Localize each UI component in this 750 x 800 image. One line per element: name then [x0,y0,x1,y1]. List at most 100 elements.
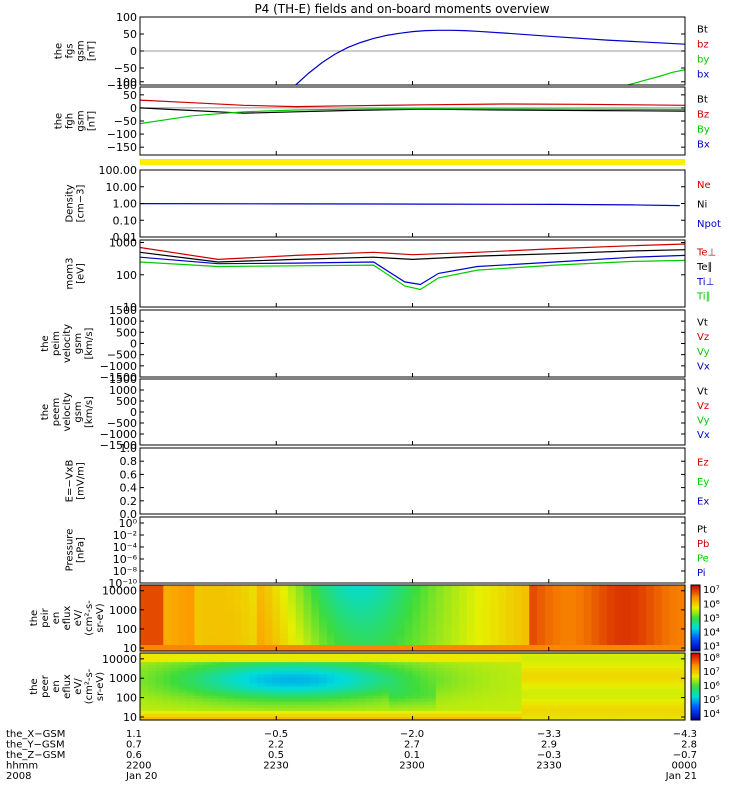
legend-label: Bt [697,25,708,36]
heatmap-cell [661,701,671,706]
heatmap-cell [350,618,359,622]
heatmap-cell [498,713,507,718]
heatmap-cell [326,645,336,649]
heatmap-cell [435,642,445,646]
heatmap-cell [614,615,624,619]
heatmap-cell [233,701,242,706]
heatmap-cell [560,588,569,592]
heatmap-cell [194,585,203,589]
heatmap-cell [186,692,196,697]
heatmap-cell [295,609,305,613]
heatmap-cell [521,618,530,622]
heatmap-cell [521,674,530,678]
heatmap-cell [241,704,250,709]
y-axis-label: [km/s] [84,327,95,359]
heatmap-cell [287,704,297,709]
heatmap-cell [396,674,406,678]
y-tick-label: 10 [123,301,137,314]
heatmap-cell [599,615,608,619]
heatmap-cell [505,701,515,706]
heatmap-cell [505,636,515,640]
heatmap-cell [365,656,375,660]
x-row-value: −0.7 [673,750,697,761]
heatmap-cell [404,630,414,634]
heatmap-cell [576,642,585,646]
heatmap-cell [233,659,242,663]
heatmap-cell [474,618,484,622]
heatmap-cell [552,668,562,672]
heatmap-cell [358,594,367,598]
heatmap-cell [241,588,250,592]
heatmap-cell [529,674,538,678]
heatmap-cell [428,662,437,666]
heatmap-cell [178,680,188,685]
heatmap-cell [233,668,242,672]
heatmap-cell [467,612,476,616]
heatmap-cell [638,591,647,595]
heatmap-cell [653,600,663,604]
heatmap-cell [451,642,460,646]
heatmap-cell [591,630,600,634]
heatmap-cell [272,591,281,595]
heatmap-cell [521,692,530,697]
heatmap-cell [568,695,577,700]
heatmap-cell [505,680,515,685]
heatmap-cell [544,639,554,643]
heatmap-cell [280,716,289,721]
peir-spectrogram-cells [140,585,686,652]
heatmap-cell [140,636,149,640]
heatmap-cell [607,642,616,646]
heatmap-cell [194,639,203,643]
heatmap-cell [326,698,336,703]
heatmap-cell [505,633,515,637]
heatmap-cell [599,683,608,688]
x-row-value: 2330 [536,761,561,772]
heatmap-cell [622,618,632,622]
heatmap-cell [365,662,375,666]
y-tick-label: −150 [107,141,137,154]
heatmap-cell [505,624,515,628]
heatmap-cell [669,648,678,652]
heatmap-cell [459,653,468,657]
heatmap-cell [513,716,523,721]
heatmap-cell [583,588,593,592]
heatmap-cell [591,624,600,628]
heatmap-cell [638,686,647,691]
heatmap-cell [591,609,600,613]
heatmap-cell [140,630,149,634]
heatmap-cell [669,612,678,616]
heatmap-cell [646,630,655,634]
heatmap-cell [350,653,359,657]
legend-label: Ne [697,180,711,191]
heatmap-cell [319,648,328,652]
heatmap-cell [287,633,297,637]
heatmap-cell [630,609,639,613]
heatmap-cell [661,710,671,715]
heatmap-cell [350,698,359,703]
colorbar-segment [691,713,700,717]
heatmap-cell [241,648,250,652]
heatmap-cell [178,585,188,589]
heatmap-cell [280,674,289,678]
heatmap-cell [474,600,484,604]
heatmap-cell [389,707,398,712]
y-tick-label: 100 [116,76,137,89]
heatmap-cell [147,642,157,646]
heatmap-cell [669,633,678,637]
x-row-value: Jan 21 [665,771,697,782]
heatmap-cell [171,588,180,592]
heatmap-cell [482,689,491,694]
x-row-label: the_Y−GSM [6,740,65,751]
heatmap-cell [178,603,188,607]
heatmap-cell [537,591,546,595]
y-axis-label: the [29,678,40,694]
heatmap-cell [350,683,359,688]
y-tick-label: 10.00 [106,181,138,194]
heatmap-cell [653,707,663,712]
heatmap-cell [264,695,273,700]
heatmap-cell [513,633,523,637]
heatmap-cell [233,662,242,666]
heatmap-cell [287,674,297,678]
heatmap-cell [412,659,421,663]
heatmap-cell [365,665,375,669]
